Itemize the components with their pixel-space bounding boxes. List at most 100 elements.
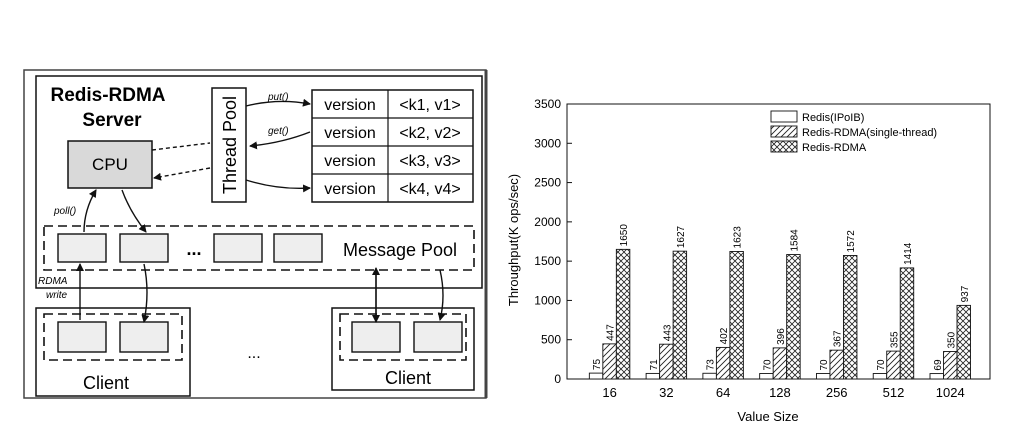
legend-swatch-2: [770, 125, 798, 138]
bar-2-16: [602, 343, 617, 380]
message-pool-label: Message Pool: [343, 240, 457, 260]
bar-2-32: [659, 343, 674, 380]
data-label: 367: [833, 330, 844, 347]
bar-1-256: [815, 373, 831, 380]
y-tick-label: 2000: [534, 215, 561, 229]
x-tick-label: 512: [883, 385, 905, 400]
kv-row-1-pair: <k1, v1>: [399, 97, 460, 114]
thread-pool-box: [211, 87, 247, 203]
y-tick-label: 500: [541, 333, 561, 347]
legend-label-3: Redis-RDMA: [802, 142, 867, 154]
bar-1-32: [645, 372, 661, 380]
data-label: 350: [946, 331, 957, 348]
data-label: 75: [592, 359, 603, 371]
kv-row-1-version: version: [324, 97, 376, 114]
y-tick-label: 1500: [534, 254, 561, 268]
legend-label-2: Redis-RDMA(single-thread): [802, 127, 937, 139]
chart-legend: Redis(IPoIB) Redis-RDMA(single-thread) Red…: [770, 110, 937, 154]
data-label: 447: [606, 324, 617, 341]
bar-3-512: [899, 267, 915, 380]
bar-1-64: [702, 372, 717, 380]
bar-2-512: [886, 350, 901, 380]
bar-1-1024: [929, 373, 944, 380]
bar-2-256: [829, 349, 844, 380]
y-tick-label: 1000: [534, 293, 561, 307]
pool-slot-2: [119, 233, 169, 263]
server-title-line2: Server: [82, 110, 142, 131]
bar-3-64: [729, 251, 744, 380]
server-title-line1: Redis-RDMA: [50, 85, 165, 106]
legend-swatch-1: [770, 110, 798, 123]
data-label: 396: [776, 328, 787, 345]
architecture-diagram: Redis-RDMA Server CPU Thread Pool versio…: [23, 69, 488, 399]
cpu-label: CPU: [92, 155, 128, 174]
bar-3-128: [786, 254, 801, 380]
legend-label-1: Redis(IPoIB): [802, 112, 864, 124]
kv-row-3-pair: <k3, v3>: [399, 153, 460, 170]
legend-swatch-3: [770, 140, 798, 153]
x-tick-label: 1024: [936, 385, 965, 400]
kv-row-2-pair: <k2, v2>: [399, 125, 460, 142]
y-tick-label: 3500: [534, 97, 561, 111]
y-tick-label: 3000: [534, 136, 561, 150]
kv-row-4-version: version: [324, 181, 376, 198]
get-label: get(): [268, 126, 289, 137]
put-arrow: [245, 98, 311, 107]
x-tick-label: 16: [602, 385, 616, 400]
rdma-label: RDMA: [38, 276, 68, 287]
data-label: 402: [719, 327, 730, 344]
data-label: 1623: [733, 226, 744, 249]
chart-bars: 7544716507144316277340216237039615847036…: [588, 224, 971, 380]
y-tick-label: 2500: [534, 176, 561, 190]
put-label: put(): [267, 92, 289, 103]
bar-1-512: [872, 373, 888, 380]
server-box: [35, 75, 483, 289]
client-right-label: Client: [385, 368, 431, 388]
data-label: 1414: [903, 242, 914, 265]
data-label: 69: [933, 359, 944, 371]
bar-3-32: [672, 250, 688, 380]
write-label: write: [46, 290, 68, 301]
bar-3-16: [615, 248, 631, 380]
pool-ellipsis: ...: [186, 239, 201, 259]
chart-axes: 0 500 1000 1500 2000 2500 3000 3500 16 32 64 128 256…: [534, 97, 991, 400]
x-tick-label: 128: [769, 385, 791, 400]
data-label: 71: [649, 359, 660, 371]
client-right-box: [331, 307, 475, 391]
pool-slot-3: [213, 233, 263, 263]
thread-pool-label: Thread Pool: [220, 96, 240, 194]
data-label: 1572: [846, 230, 857, 253]
data-label: 1650: [619, 224, 630, 247]
message-pool-box: [43, 225, 475, 271]
client-ellipsis: ...: [247, 345, 260, 362]
client-left-box: [35, 307, 191, 397]
kv-row-3-version: version: [324, 153, 376, 170]
bar-3-1024: [956, 304, 971, 380]
client-left-label: Client: [83, 373, 129, 393]
data-label: 937: [960, 285, 971, 302]
x-tick-label: 32: [659, 385, 673, 400]
pool-slot-1: [57, 233, 107, 263]
data-label: 70: [819, 359, 830, 371]
bar-1-128: [759, 373, 774, 380]
data-label: 443: [662, 324, 673, 341]
data-label: 1627: [676, 225, 687, 248]
bar-2-64: [715, 346, 731, 380]
x-tick-label: 256: [826, 385, 848, 400]
y-axis-label: Throughput(K ops/sec): [506, 174, 521, 306]
plot-frame: [566, 103, 991, 380]
data-label: 73: [706, 359, 717, 371]
kv-row-4-pair: <k4, v4>: [399, 181, 460, 198]
poll-arrow: [83, 189, 97, 233]
get-arrow: [249, 131, 311, 150]
data-label: 355: [889, 331, 900, 348]
cpu-box: [67, 140, 153, 189]
data-label: 70: [876, 359, 887, 371]
data-label: 70: [762, 359, 773, 371]
pool-slot-4: [273, 233, 323, 263]
client-right-slot-1: [351, 321, 401, 353]
bar-2-128: [772, 347, 788, 380]
poll-label: poll(): [53, 206, 76, 217]
client-left-slot-2: [119, 321, 169, 353]
client-right-slot-2: [413, 321, 463, 353]
